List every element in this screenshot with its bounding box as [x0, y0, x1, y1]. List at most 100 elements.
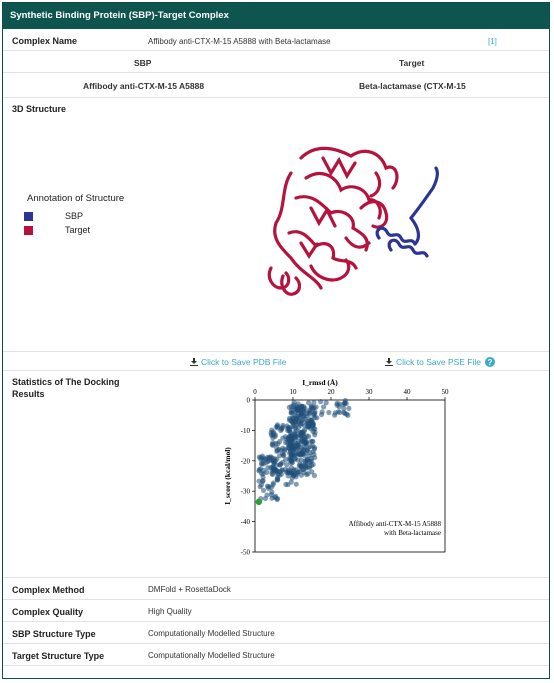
target-legend-swatch — [24, 226, 33, 235]
scatter-point — [294, 440, 300, 446]
scatter-point — [293, 481, 299, 487]
scatter-point — [256, 454, 262, 460]
x-tick-label: 30 — [366, 388, 374, 396]
scatter-point — [275, 474, 281, 480]
help-icon[interactable]: ? — [485, 357, 496, 367]
scatter-point — [306, 433, 312, 439]
download-icon — [190, 358, 198, 366]
scatter-point — [302, 465, 309, 471]
scatter-point — [321, 404, 327, 410]
scatter-point — [272, 494, 278, 501]
x-tick-label: 10 — [290, 388, 298, 396]
scatter-point — [260, 487, 267, 493]
detail-row: Target Structure Type Computationally Mo… — [3, 644, 549, 666]
scatter-point — [285, 435, 291, 441]
scatter-point — [270, 471, 276, 478]
protein-structure-viewer[interactable] — [261, 138, 451, 308]
x-tick-label: 40 — [404, 388, 412, 396]
scatter-point — [264, 483, 271, 489]
docking-section: Statistics of The Docking Results 0 10 20 3… — [3, 371, 549, 578]
chart-annotation-line1: Affibody anti-CTX-M-15 A5888 — [349, 520, 442, 528]
scatter-point — [309, 469, 315, 475]
save-links-row: Click to Save PDB File Click to Save PSE… — [3, 351, 549, 371]
scatter-point — [303, 440, 309, 446]
y-tick-label: -30 — [241, 488, 251, 496]
target-column-header: Target — [399, 58, 425, 68]
annotation-title: Annotation of Structure — [27, 193, 125, 204]
scatter-point — [341, 409, 347, 416]
scatter-point — [280, 435, 286, 441]
scatter-point — [274, 422, 281, 428]
sbp-legend-swatch — [24, 212, 33, 221]
scatter-point — [280, 452, 286, 458]
scatter-point — [296, 450, 303, 456]
scatter-point — [293, 422, 299, 428]
scatter-point — [308, 462, 315, 469]
chart-annotation-line2: with Beta-lactamase — [384, 529, 441, 537]
sbp-link[interactable]: Affibody anti-CTX-M-15 A5888 — [83, 81, 205, 91]
panel-header: Synthetic Binding Protein (SBP)-Target C… — [3, 3, 549, 29]
target-legend-label: Target — [65, 225, 91, 235]
docking-label-line2: Results — [12, 389, 45, 399]
scatter-point — [283, 481, 289, 488]
scatter-point — [306, 453, 313, 459]
y-tick-label: -40 — [241, 518, 251, 526]
columns-header-row: SBP Target — [3, 51, 549, 73]
download-icon — [385, 358, 393, 366]
scatter-point — [298, 407, 304, 413]
scatter-point — [301, 427, 308, 433]
scatter-point — [305, 400, 312, 406]
y-tick-label: 0 — [247, 397, 251, 405]
reference-link[interactable]: [1] — [488, 37, 497, 46]
structure-label: 3D Structure — [12, 104, 67, 114]
scatter-point — [289, 452, 295, 458]
x-tick-label: 50 — [442, 388, 450, 396]
complex-method-value: DMFold + RosettaDock — [148, 585, 231, 594]
sbp-ribbon — [375, 166, 440, 258]
scatter-point — [278, 471, 284, 477]
scatter-point — [332, 412, 338, 418]
scatter-point — [335, 409, 341, 415]
docking-scatter-chart: 0 10 20 30 40 50 0 -10 -20 -30 -40 -50 I_rmsd (Å) I_s… — [223, 378, 450, 557]
scatter-point — [257, 484, 263, 490]
scatter-point — [289, 475, 295, 481]
scatter-point — [265, 465, 271, 471]
scatter-point — [313, 404, 319, 410]
save-pse-link[interactable]: Click to Save PSE File ? — [385, 357, 496, 367]
target-ribbon — [267, 146, 399, 296]
scatter-point — [274, 445, 280, 451]
scatter-point — [293, 467, 299, 473]
scatter-point — [296, 413, 302, 419]
scatter-point — [301, 447, 307, 453]
scatter-point — [286, 404, 292, 410]
complex-name-label: Complex Name — [12, 36, 78, 46]
scatter-point — [288, 479, 294, 485]
save-pdb-link[interactable]: Click to Save PDB File — [190, 357, 287, 367]
scatter-point — [287, 425, 293, 431]
svg-text:?: ? — [488, 358, 493, 367]
target-link[interactable]: Beta-lactamase (CTX-M-15 — [359, 81, 466, 91]
scatter-point — [262, 495, 269, 502]
scatter-point — [279, 467, 285, 473]
scatter-point — [282, 448, 288, 454]
panel-title: Synthetic Binding Protein (SBP)-Target C… — [10, 10, 229, 21]
scatter-point — [308, 417, 314, 424]
scatter-point — [309, 438, 315, 445]
y-axis-label: I_score (kcal/mol) — [223, 447, 232, 505]
detail-row: Complex Quality High Quality — [3, 600, 549, 622]
best-pose-point — [255, 498, 262, 506]
columns-links-row: Affibody anti-CTX-M-15 A5888 Beta-lactam… — [3, 73, 549, 98]
scatter-point — [270, 482, 276, 488]
target-structure-type-label: Target Structure Type — [12, 651, 105, 661]
scatter-point — [341, 405, 347, 411]
y-tick-label: -20 — [241, 457, 251, 465]
scatter-point — [307, 443, 314, 450]
scatter-point — [277, 462, 283, 468]
scatter-point — [275, 441, 281, 447]
docking-label-line1: Statistics of The Docking — [12, 377, 120, 387]
target-structure-type-value: Computationally Modelled Structure — [148, 651, 275, 660]
scatter-point — [284, 469, 290, 475]
x-axis-label: I_rmsd (Å) — [302, 378, 338, 387]
scatter-point — [311, 472, 318, 479]
